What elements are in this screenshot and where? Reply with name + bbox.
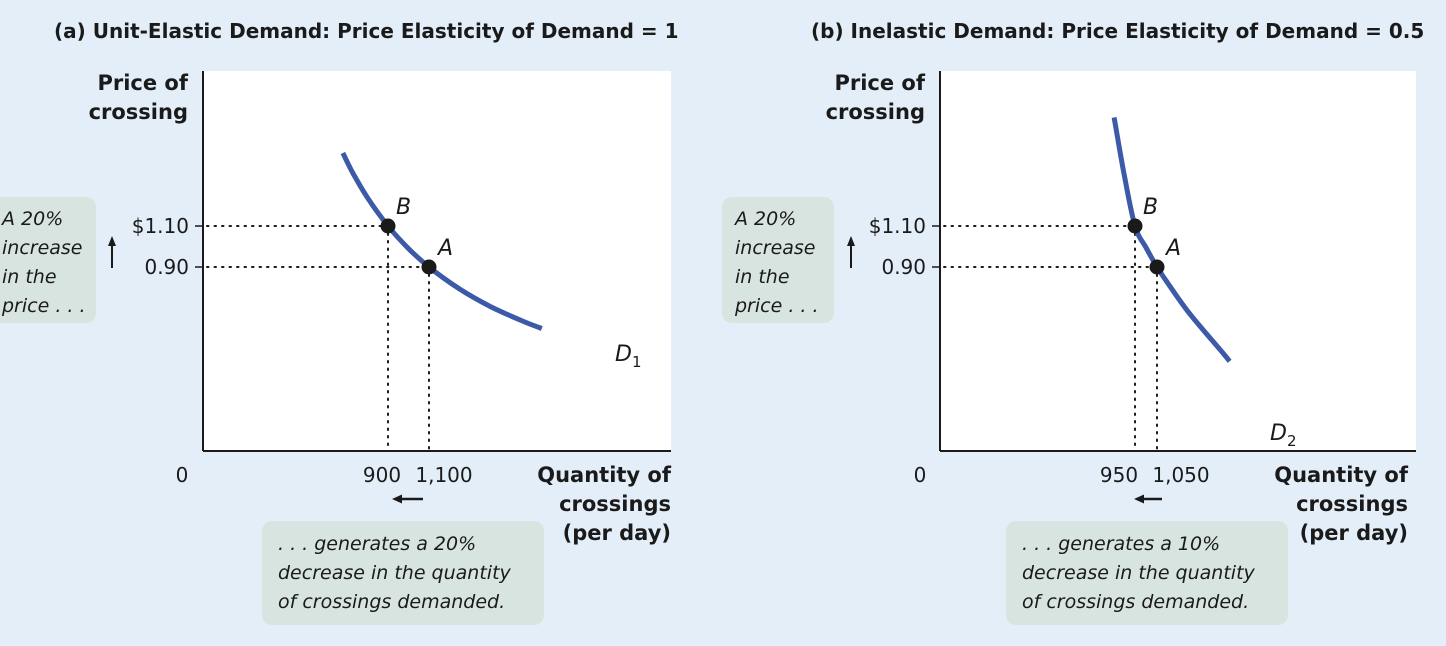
quantity-decrease-note-box-a (262, 521, 544, 625)
point-a-a (421, 259, 437, 275)
y-tick-label-a: 0.90 (144, 255, 189, 279)
point-label-a-a: A (436, 236, 453, 261)
y-axis-label-a: crossing (89, 100, 188, 124)
chart-title-b: (b) Inelastic Demand: Price Elasticity o… (811, 19, 1424, 43)
x-tick-label-b: 1,050 (1152, 463, 1209, 487)
plot-area-b (940, 71, 1416, 451)
point-a-b (1149, 259, 1165, 275)
curve-label-a: D1 (615, 342, 642, 371)
price-increase-note-b: A 20% (733, 208, 796, 230)
x-tick-label-a: 900 (363, 463, 401, 487)
price-increase-note-a: in the (2, 266, 57, 288)
point-label-b-a: B (396, 195, 411, 220)
origin-label-a: 0 (176, 463, 189, 487)
price-increase-note-a: increase (2, 237, 83, 259)
x-axis-label-b: crossings (1296, 492, 1408, 516)
x-axis-label-b: Quantity of (1274, 463, 1409, 487)
price-increase-note-a: A 20% (0, 208, 63, 230)
quantity-decrease-note-b: of crossings demanded. (1022, 591, 1249, 613)
y-tick-label-b: 0.90 (881, 255, 926, 279)
curve-label-sub-a: 1 (632, 353, 642, 371)
up-arrow-head-b (847, 236, 855, 246)
panel-b-inelastic: (b) Inelastic Demand: Price Elasticity o… (722, 19, 1424, 625)
point-b-b (1127, 218, 1143, 234)
x-tick-label-a: 1,100 (415, 463, 472, 487)
origin-label-b: 0 (914, 463, 927, 487)
up-arrow-head-a (108, 236, 116, 246)
point-b-a (380, 218, 396, 234)
price-increase-note-box-a (0, 197, 96, 323)
price-increase-note-b: in the (735, 266, 790, 288)
point-label-b-b: B (1143, 195, 1158, 220)
quantity-decrease-note-box-b (1006, 521, 1288, 625)
price-increase-note-b: increase (735, 237, 816, 259)
x-axis-label-a: crossings (559, 492, 671, 516)
curve-label-main-a: D (615, 342, 632, 367)
quantity-decrease-note-b: decrease in the quantity (1022, 562, 1256, 584)
y-axis-label-a: Price of (97, 71, 188, 95)
y-axis-label-b: Price of (834, 71, 925, 95)
quantity-decrease-note-b: . . . generates a 10% (1022, 533, 1220, 555)
quantity-decrease-note-a: . . . generates a 20% (278, 533, 476, 555)
y-axis-label-b: crossing (826, 100, 925, 124)
x-tick-label-b: 950 (1100, 463, 1138, 487)
curve-label-main-b: D (1270, 421, 1287, 446)
x-axis-label-b: (per day) (1300, 521, 1408, 545)
y-tick-label-b: $1.10 (869, 214, 926, 238)
price-increase-note-b: price . . . (734, 295, 819, 317)
plot-area-a (203, 71, 671, 451)
price-increase-note-box-b (722, 197, 834, 323)
curve-label-sub-b: 2 (1287, 432, 1297, 450)
panel-a-unit-elastic: (a) Unit-Elastic Demand: Price Elasticit… (0, 19, 679, 625)
x-axis-label-a: (per day) (563, 521, 671, 545)
curve-label-b: D2 (1270, 421, 1297, 450)
x-axis-label-a: Quantity of (537, 463, 672, 487)
demand-curve-a (340, 151, 543, 331)
price-increase-note-a: price . . . (1, 295, 86, 317)
left-arrow-head-b (1134, 494, 1144, 504)
chart-title-a: (a) Unit-Elastic Demand: Price Elasticit… (54, 19, 679, 43)
y-tick-label-a: $1.10 (132, 214, 189, 238)
quantity-decrease-note-a: of crossings demanded. (278, 591, 505, 613)
point-label-a-b: A (1164, 236, 1181, 261)
quantity-decrease-note-a: decrease in the quantity (278, 562, 512, 584)
left-arrow-head-a (392, 494, 402, 504)
